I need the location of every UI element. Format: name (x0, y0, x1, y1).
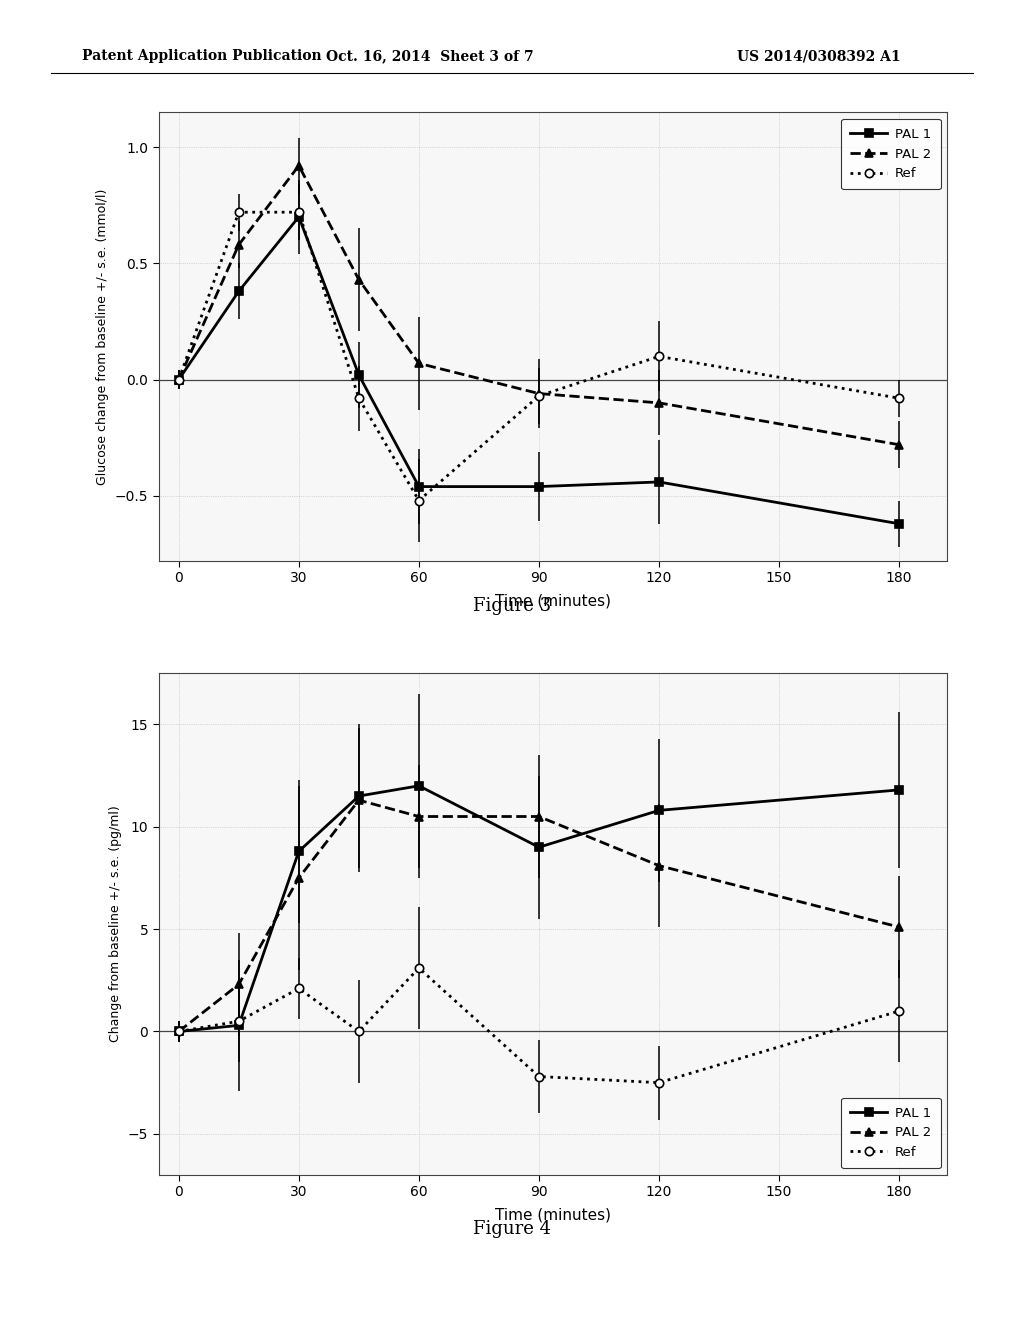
Y-axis label: Glucose change from baseline +/- s.e. (mmol/l): Glucose change from baseline +/- s.e. (m… (96, 189, 110, 484)
PAL 2 (893, 919, 905, 935)
Ref (293, 205, 305, 220)
Ref (232, 1014, 245, 1030)
PAL 2 (232, 236, 245, 252)
Text: US 2014/0308392 A1: US 2014/0308392 A1 (737, 49, 901, 63)
Line: PAL 1: PAL 1 (174, 781, 903, 1036)
Ref (352, 1023, 365, 1039)
Text: Patent Application Publication: Patent Application Publication (82, 49, 322, 63)
Line: PAL 2: PAL 2 (174, 796, 903, 1036)
Ref (893, 1003, 905, 1019)
PAL 2 (352, 792, 365, 808)
Text: Figure 4: Figure 4 (473, 1220, 551, 1238)
PAL 1 (352, 788, 365, 804)
PAL 1 (413, 777, 425, 793)
PAL 2 (413, 355, 425, 371)
PAL 2 (173, 1023, 185, 1039)
PAL 2 (173, 372, 185, 388)
PAL 1 (653, 474, 666, 490)
PAL 2 (352, 272, 365, 288)
PAL 1 (653, 803, 666, 818)
PAL 1 (893, 516, 905, 532)
Ref (532, 388, 545, 404)
Line: PAL 2: PAL 2 (174, 161, 903, 449)
PAL 1 (173, 1023, 185, 1039)
Y-axis label: Change from baseline +/- s.e. (pg/ml): Change from baseline +/- s.e. (pg/ml) (110, 805, 123, 1043)
PAL 1 (413, 479, 425, 495)
PAL 2 (293, 870, 305, 886)
Ref (293, 981, 305, 997)
Ref (413, 960, 425, 975)
PAL 1 (293, 843, 305, 859)
PAL 2 (653, 395, 666, 411)
Ref (653, 1074, 666, 1090)
Line: PAL 1: PAL 1 (174, 213, 903, 528)
PAL 2 (293, 158, 305, 174)
PAL 1 (532, 840, 545, 855)
X-axis label: Time (minutes): Time (minutes) (495, 594, 611, 609)
Ref (893, 391, 905, 407)
X-axis label: Time (minutes): Time (minutes) (495, 1208, 611, 1222)
Ref (173, 372, 185, 388)
PAL 2 (653, 858, 666, 874)
Ref (653, 348, 666, 364)
PAL 2 (232, 977, 245, 993)
Legend: PAL 1, PAL 2, Ref: PAL 1, PAL 2, Ref (841, 119, 941, 190)
PAL 1 (893, 781, 905, 797)
Ref (352, 391, 365, 407)
PAL 1 (293, 209, 305, 224)
Line: Ref: Ref (174, 209, 903, 504)
PAL 1 (352, 367, 365, 383)
PAL 1 (532, 479, 545, 495)
PAL 1 (232, 1018, 245, 1034)
Text: Figure 3: Figure 3 (473, 597, 551, 615)
Ref (532, 1069, 545, 1085)
Ref (232, 205, 245, 220)
PAL 2 (532, 809, 545, 825)
Line: Ref: Ref (174, 964, 903, 1086)
Legend: PAL 1, PAL 2, Ref: PAL 1, PAL 2, Ref (841, 1097, 941, 1168)
PAL 2 (413, 809, 425, 825)
PAL 1 (232, 284, 245, 300)
Ref (413, 492, 425, 508)
PAL 1 (173, 372, 185, 388)
PAL 2 (532, 385, 545, 401)
Text: Oct. 16, 2014  Sheet 3 of 7: Oct. 16, 2014 Sheet 3 of 7 (327, 49, 534, 63)
Ref (173, 1023, 185, 1039)
PAL 2 (893, 437, 905, 453)
